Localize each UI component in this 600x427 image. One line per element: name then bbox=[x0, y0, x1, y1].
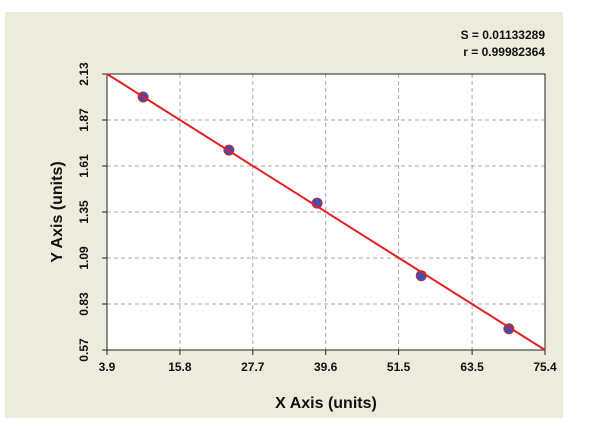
y-tick-label: 0.83 bbox=[77, 292, 91, 316]
y-tick-label: 1.61 bbox=[77, 154, 91, 178]
plot-border bbox=[106, 73, 546, 351]
y-tick-label: 2.13 bbox=[77, 62, 91, 86]
x-tick-label: 27.7 bbox=[241, 360, 265, 374]
x-tick-label: 75.4 bbox=[533, 360, 557, 374]
y-tick-label: 0.57 bbox=[77, 338, 91, 362]
x-tick-label: 15.8 bbox=[168, 360, 192, 374]
y-tick-label: 1.35 bbox=[77, 200, 91, 224]
annotation: S = 0.01133289 bbox=[461, 28, 546, 42]
annotation: r = 0.99982364 bbox=[463, 45, 545, 59]
y-axis-label: Y Axis (units) bbox=[49, 161, 66, 262]
x-tick-label: 51.5 bbox=[387, 360, 411, 374]
x-tick-label: 63.5 bbox=[460, 360, 484, 374]
y-tick-label: 1.09 bbox=[77, 246, 91, 270]
x-tick-label: 39.6 bbox=[314, 360, 338, 374]
x-axis-label: X Axis (units) bbox=[275, 395, 377, 412]
x-tick-label: 3.9 bbox=[99, 360, 116, 374]
fit-line bbox=[106, 73, 546, 351]
y-tick-label: 1.87 bbox=[77, 108, 91, 132]
